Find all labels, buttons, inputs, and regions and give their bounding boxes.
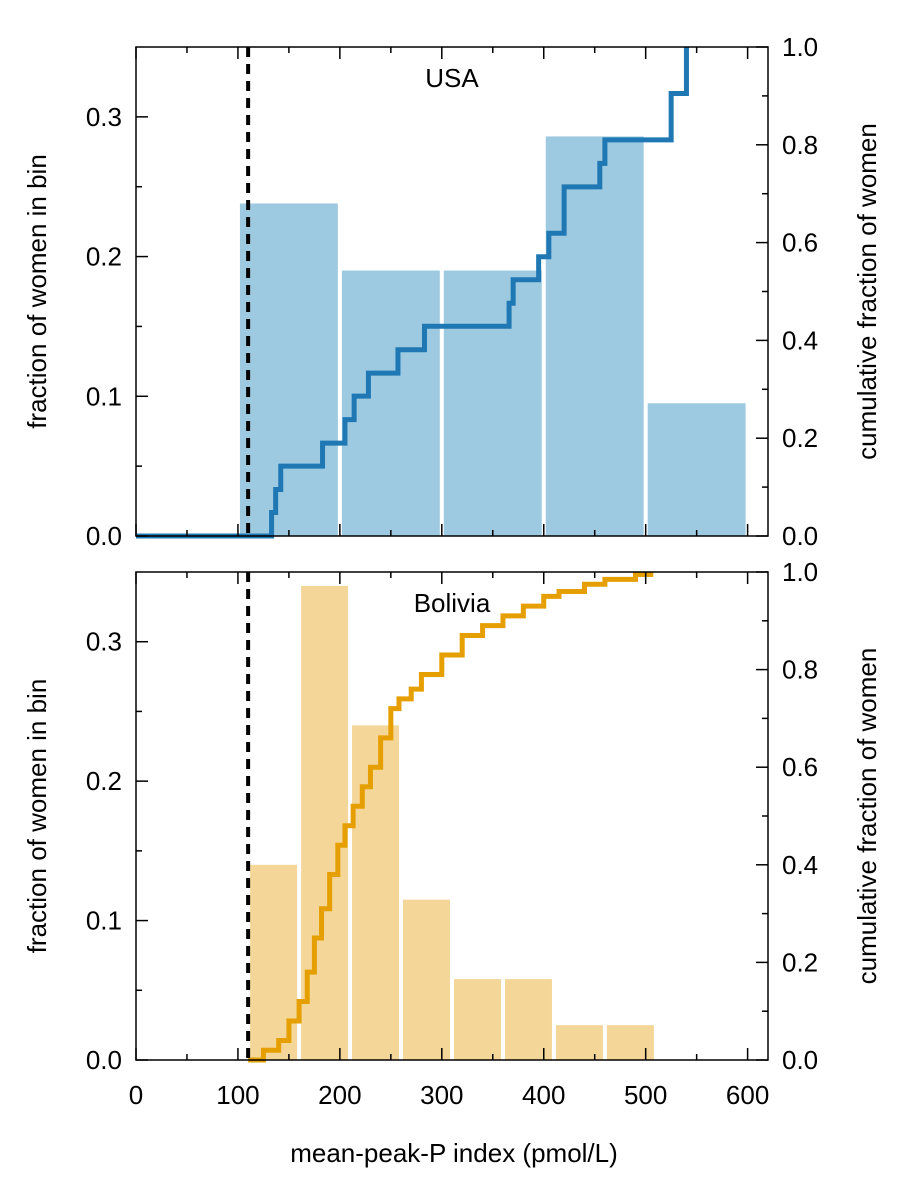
left-tick-label: 0.1: [86, 906, 122, 936]
right-tick-label: 0.2: [782, 423, 818, 453]
right-axis-title: cumulative fraction of women: [852, 123, 882, 460]
left-axis-title: fraction of women in bin: [22, 679, 52, 954]
x-tick-label: 500: [624, 1080, 667, 1110]
histogram-bar: [555, 1025, 603, 1060]
panel-title: Bolivia: [414, 588, 491, 618]
histogram-bar: [403, 899, 450, 1060]
x-axis-title: mean-peak-P index (pmol/L): [290, 1138, 618, 1168]
left-tick-label: 0.2: [86, 766, 122, 796]
histogram-bar: [341, 270, 440, 536]
histogram-bar: [352, 725, 400, 1060]
left-tick-label: 0.0: [86, 521, 122, 551]
panel-title: USA: [425, 63, 479, 93]
histogram-bar: [443, 270, 542, 536]
histogram-bar: [239, 203, 338, 537]
right-tick-label: 0.8: [782, 130, 818, 160]
histogram-bar: [454, 979, 501, 1060]
cumulative-step-line: [136, 47, 689, 539]
plot-frame: [135, 571, 769, 1061]
right-tick-label: 0.6: [782, 752, 818, 782]
right-axis-title: cumulative fraction of women: [852, 648, 882, 985]
histogram-bar: [647, 403, 746, 536]
right-tick-label: 0.4: [782, 850, 818, 880]
left-tick-label: 0.2: [86, 242, 122, 272]
right-tick-label: 0.0: [782, 521, 818, 551]
x-tick-label: 0: [129, 1080, 143, 1110]
left-tick-label: 0.1: [86, 381, 122, 411]
right-tick-label: 0.8: [782, 655, 818, 685]
cumulative-step-line: [248, 571, 654, 1063]
right-tick-label: 0.4: [782, 325, 818, 355]
right-tick-label: 0.2: [782, 947, 818, 977]
left-tick-label: 0.3: [86, 102, 122, 132]
usa-panel: 0.0 0.1 0.2 0.3 0.0 0.2 0.4 0.6 0.8 1.0 USA fractio…: [22, 32, 882, 551]
right-tick-label: 0.0: [782, 1045, 818, 1075]
x-tick-label: 600: [726, 1080, 769, 1110]
left-tick-label: 0.3: [86, 627, 122, 657]
x-tick-label: 200: [318, 1080, 361, 1110]
right-tick-label: 0.6: [782, 228, 818, 258]
bolivia-panel: 0.0 0.1 0.2 0.3 0.0 0.2 0.4 0.6 0.8 1.0 0 100 200 300…: [22, 557, 882, 1110]
x-tick-label: 300: [420, 1080, 463, 1110]
left-axis-title: fraction of women in bin: [22, 154, 52, 429]
histogram-bar: [545, 136, 644, 536]
right-tick-label: 1.0: [782, 557, 818, 587]
left-tick-label: 0.0: [86, 1045, 122, 1075]
x-tick-label: 400: [522, 1080, 565, 1110]
x-tick-label: 100: [216, 1080, 259, 1110]
histogram-bar: [504, 979, 552, 1060]
right-tick-label: 1.0: [782, 32, 818, 62]
histogram-bar: [606, 1025, 654, 1060]
